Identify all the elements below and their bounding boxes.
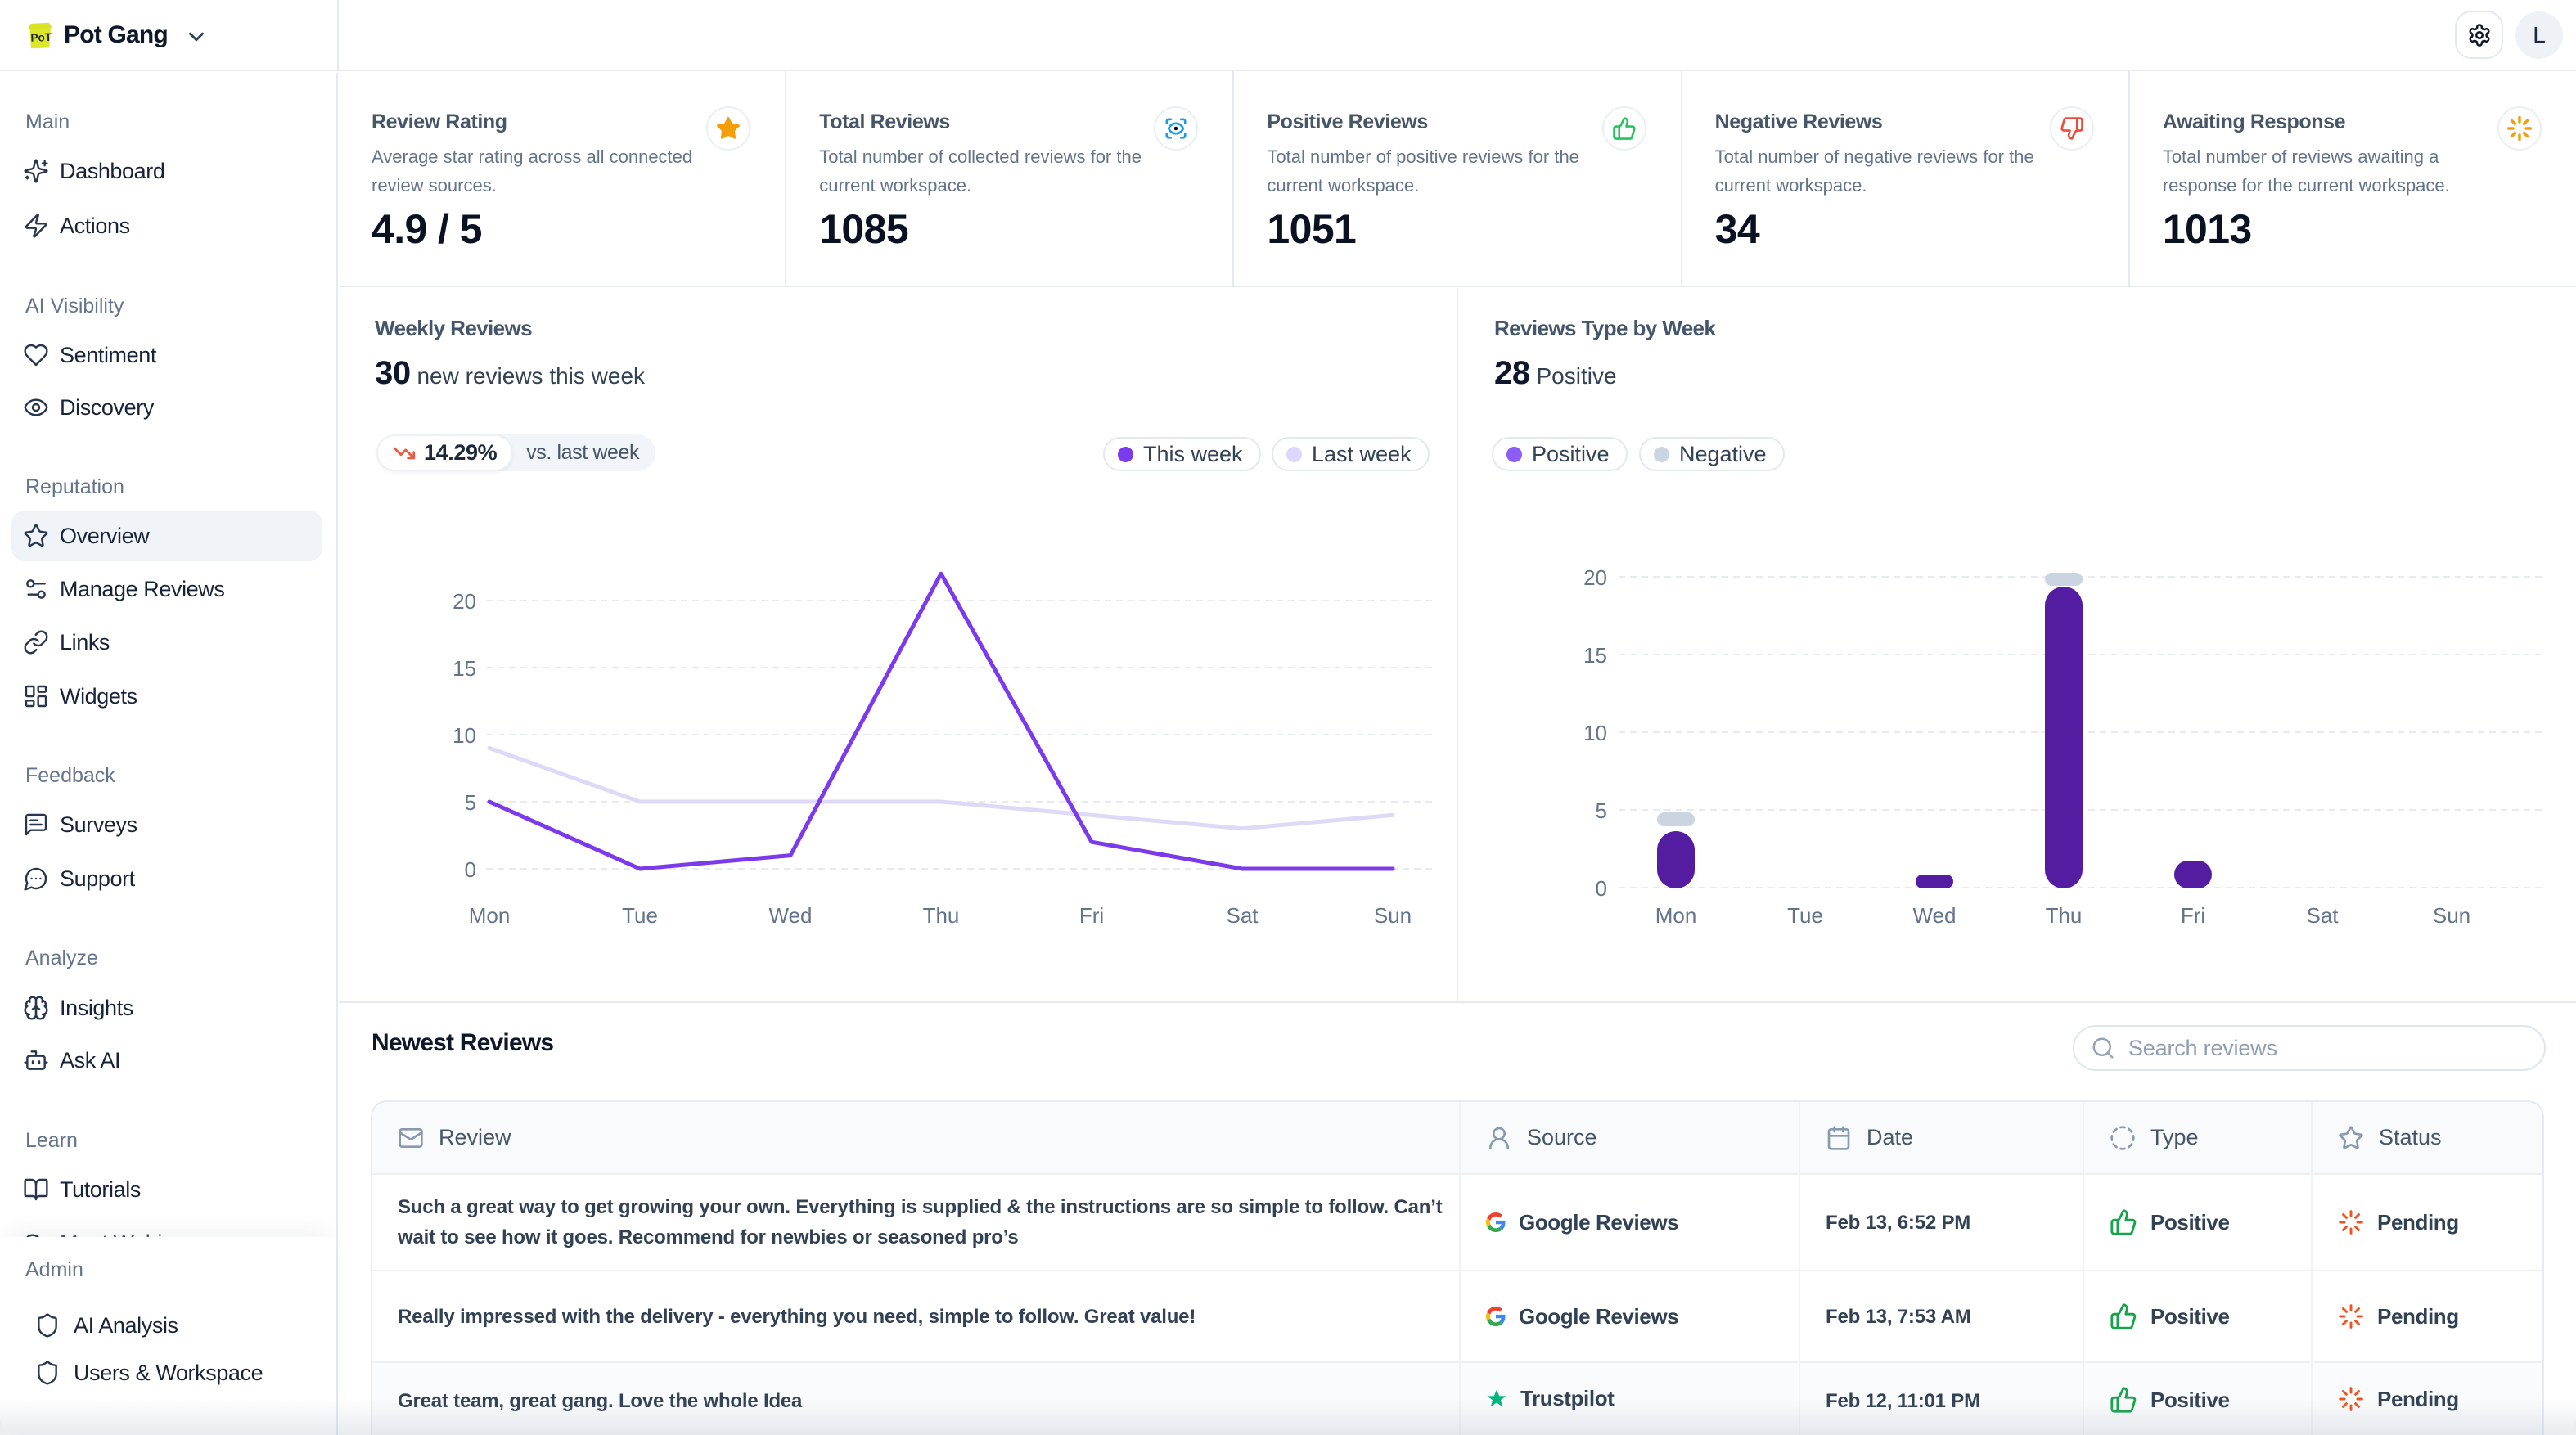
svg-text:15: 15: [453, 656, 476, 681]
svg-text:0: 0: [465, 857, 476, 882]
svg-text:0: 0: [1596, 876, 1607, 901]
svg-text:Mon: Mon: [469, 903, 511, 928]
svg-text:Mon: Mon: [1655, 903, 1697, 928]
svg-text:Thu: Thu: [2046, 903, 2083, 928]
svg-text:Wed: Wed: [1913, 903, 1957, 928]
svg-text:Fri: Fri: [2181, 903, 2205, 928]
svg-text:15: 15: [1583, 643, 1607, 668]
svg-text:Tue: Tue: [622, 903, 658, 928]
svg-text:Sun: Sun: [2433, 903, 2470, 928]
svg-text:10: 10: [1583, 721, 1607, 745]
svg-text:20: 20: [453, 589, 476, 614]
svg-text:5: 5: [465, 790, 476, 815]
svg-text:20: 20: [1583, 565, 1607, 590]
svg-text:PoT: PoT: [30, 31, 52, 44]
svg-text:Wed: Wed: [769, 903, 813, 928]
svg-text:Fri: Fri: [1079, 903, 1104, 928]
svg-text:Tue: Tue: [1787, 903, 1823, 928]
svg-text:Thu: Thu: [923, 903, 960, 928]
svg-text:Sat: Sat: [1226, 903, 1259, 928]
svg-text:10: 10: [453, 723, 476, 748]
svg-text:Sun: Sun: [1374, 903, 1412, 928]
svg-text:Sat: Sat: [2306, 903, 2339, 928]
svg-text:5: 5: [1596, 798, 1607, 823]
